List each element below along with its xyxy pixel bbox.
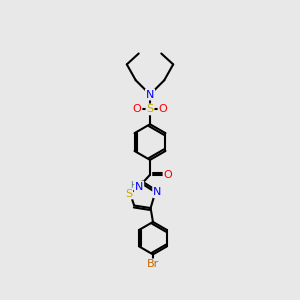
Text: S: S [125,189,132,199]
Text: H: H [130,181,137,190]
Text: N: N [135,182,143,192]
Text: N: N [146,89,154,100]
Text: O: O [158,104,167,114]
Text: N: N [153,187,161,197]
Text: O: O [164,170,172,180]
Text: O: O [133,104,142,114]
Text: S: S [146,104,154,114]
Text: Br: Br [147,259,159,269]
